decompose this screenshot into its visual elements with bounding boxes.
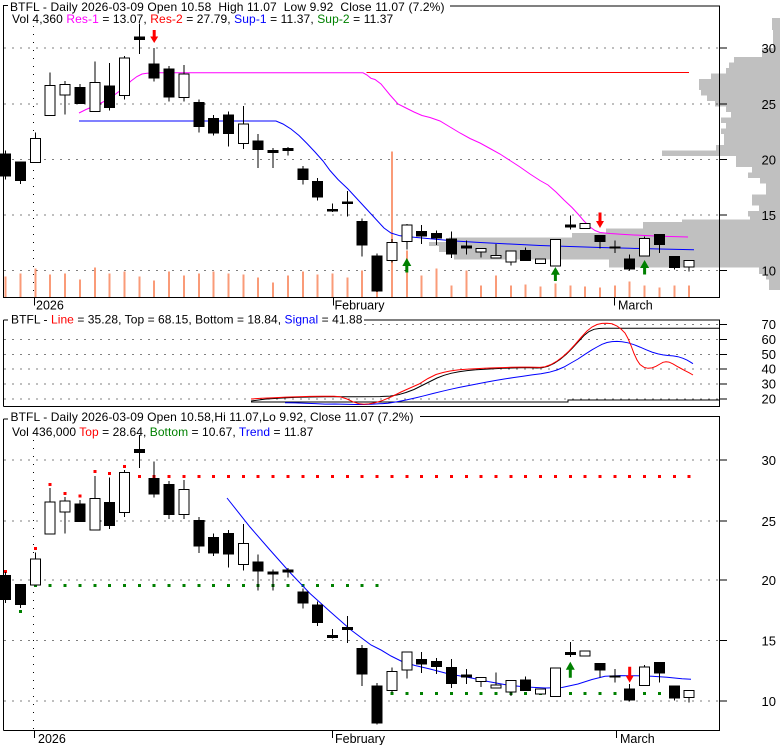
svg-text:Vol 4,360 Res-1 = 13.07, Res-2: Vol 4,360 Res-1 = 13.07, Res-2 = 27.79, … xyxy=(12,12,394,26)
svg-text:2026: 2026 xyxy=(38,732,66,745)
svg-text:Vol 436,000 Top = 28.64, Botto: Vol 436,000 Top = 28.64, Bottom = 10.67,… xyxy=(12,425,314,439)
svg-text:10: 10 xyxy=(762,264,776,279)
svg-text:March: March xyxy=(620,732,655,745)
svg-text:50: 50 xyxy=(762,347,776,362)
svg-text:February: February xyxy=(335,732,386,745)
svg-text:BTFL - Daily 2026-03-09 Open 1: BTFL - Daily 2026-03-09 Open 10.58 High … xyxy=(10,0,445,14)
svg-text:20: 20 xyxy=(762,573,776,588)
svg-text:10: 10 xyxy=(762,694,776,709)
svg-text:30: 30 xyxy=(762,41,776,56)
svg-text:20: 20 xyxy=(762,153,776,168)
svg-text:15: 15 xyxy=(762,208,776,223)
svg-text:70: 70 xyxy=(762,317,776,332)
svg-text:25: 25 xyxy=(762,514,776,529)
svg-text:BTFL - Line = 35.28, Top = 68.: BTFL - Line = 35.28, Top = 68.15, Bottom… xyxy=(11,313,363,327)
svg-text:2026: 2026 xyxy=(36,299,64,313)
svg-text:25: 25 xyxy=(762,97,776,112)
svg-text:February: February xyxy=(335,299,386,313)
svg-text:20: 20 xyxy=(762,392,776,407)
svg-text:March: March xyxy=(618,299,653,313)
svg-text:15: 15 xyxy=(762,634,776,649)
svg-text:30: 30 xyxy=(762,453,776,468)
svg-text:60: 60 xyxy=(762,332,776,347)
svg-text:40: 40 xyxy=(762,362,776,377)
svg-text:BTFL - Daily 2026-03-09 Open 1: BTFL - Daily 2026-03-09 Open 10.58,Hi 11… xyxy=(11,410,414,424)
svg-text:30: 30 xyxy=(762,377,776,392)
